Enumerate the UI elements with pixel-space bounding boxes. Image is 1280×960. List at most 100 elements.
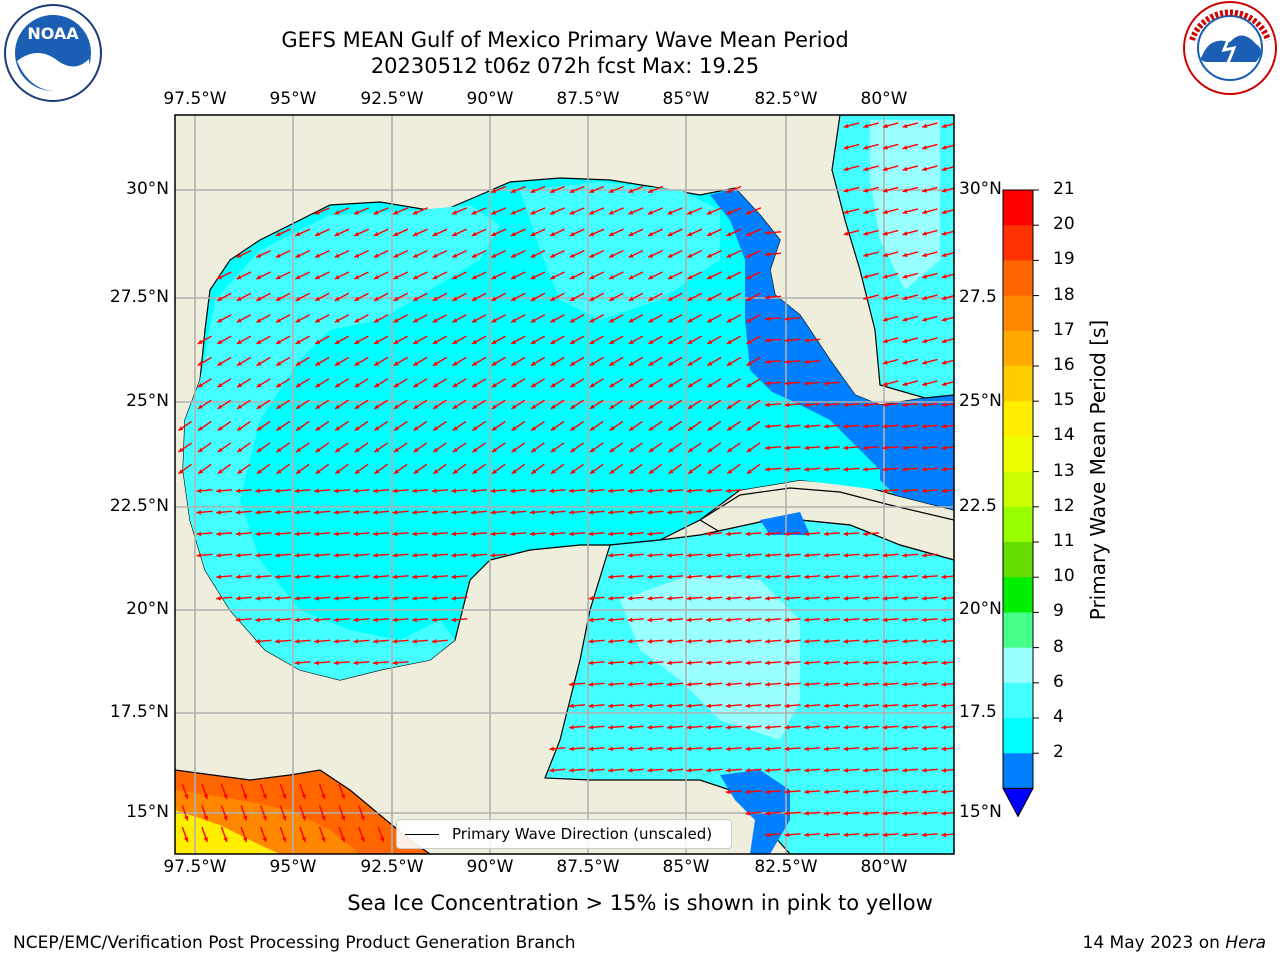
sea-ice-note: Sea Ice Concentration > 15% is shown in … [347,891,933,915]
wave-arrow [784,402,801,408]
wave-arrow [882,768,899,773]
wave-arrow [491,292,507,302]
wave-arrow [627,617,644,623]
wave-arrow [882,358,899,365]
wave-arrow [451,271,467,280]
wave-arrow [294,617,311,623]
wave-arrow [295,335,310,345]
wave-arrow [784,725,801,730]
wave-arrow [201,805,208,821]
wave-arrow [745,271,761,280]
wave-arrow [784,660,801,666]
wave-arrow [667,378,683,388]
wave-arrow [353,207,370,215]
wave-arrow [511,378,526,388]
wave-arrow [804,832,821,838]
wave-arrow [412,596,429,601]
wave-arrow [902,337,919,344]
wave-arrow [530,356,546,367]
wave-arrow [275,228,291,237]
wave-arrow [921,402,938,408]
wave-arrow [726,463,741,475]
wave-arrow [902,402,919,408]
wave-arrow [745,596,762,601]
lon-label-bottom: 95°W [269,857,317,877]
wave-arrow [236,442,251,453]
wave-arrow [902,596,919,601]
wave-arrow [393,314,408,323]
wave-arrow [354,463,369,475]
wave-arrow [530,378,545,388]
wave-arrow [260,783,267,800]
wave-arrow [550,314,565,323]
lat-label-right: 25°N [959,391,1002,411]
wave-arrow [804,682,821,687]
wave-arrow [275,314,291,323]
wave-arrow [941,746,954,752]
wave-arrow [745,725,762,730]
wave-arrow [338,826,346,843]
wave-arrow [299,826,306,843]
wave-arrow [530,207,546,215]
wave-arrow [666,574,684,580]
lat-label-right: 27.5 [959,287,997,307]
wave-arrow [628,442,643,453]
wave-arrow [687,314,702,323]
wave-arrow [941,424,954,429]
wave-arrow [314,314,330,323]
wave-arrow [686,574,703,580]
wave-arrow [372,531,390,537]
footer-date-text: 14 May 2023 on [1082,933,1226,953]
wave-arrow [764,252,782,257]
wave-arrow [804,553,821,558]
wave-arrow [412,271,428,280]
wave-arrow [921,596,938,601]
wave-arrow [314,292,330,302]
wave-arrow [608,292,624,302]
wave-arrow [314,617,331,623]
wave-arrow [550,399,565,410]
wave-arrow [608,510,625,515]
wave-arrow [471,442,487,453]
wave-arrow [862,768,880,773]
lon-label-bottom: 82.5°W [754,857,818,877]
wave-arrow [843,746,860,752]
wave-arrow [784,682,801,687]
wave-arrow [568,531,586,537]
svg-text:NOAA: NOAA [27,24,79,43]
wave-arrow [902,789,919,795]
colorbar-tick-label: 6 [1053,671,1064,692]
wave-arrow [236,271,252,280]
wave-arrow [725,682,742,687]
wave-arrow [921,682,938,687]
wave-arrow [746,378,761,388]
wave-arrow [470,531,488,537]
wave-arrow [236,335,252,345]
wave-arrow [334,314,350,323]
wave-arrow [627,682,644,687]
wave-arrow [530,185,546,194]
wave-arrow [921,358,938,365]
wave-arrow [745,574,762,580]
wave-arrow [823,424,840,429]
wave-arrow [863,186,879,193]
wave-arrow [804,811,821,816]
wave-arrow [216,314,232,323]
wave-arrow [746,335,761,345]
wave-arrow [432,271,448,280]
wave-arrow [197,463,212,475]
wave-arrow [725,617,742,623]
wave-arrow [862,424,880,429]
wave-arrow [274,510,292,515]
wave-arrow [882,467,899,472]
wave-arrow [764,424,782,429]
wave-arrow [804,381,821,386]
wave-arrow [275,356,291,367]
wave-arrow [236,356,252,367]
wave-arrow [764,295,782,300]
wave-arrow [843,208,860,215]
wave-arrow [412,553,429,558]
wave-arrow [178,420,192,432]
wave-arrow [314,356,330,367]
